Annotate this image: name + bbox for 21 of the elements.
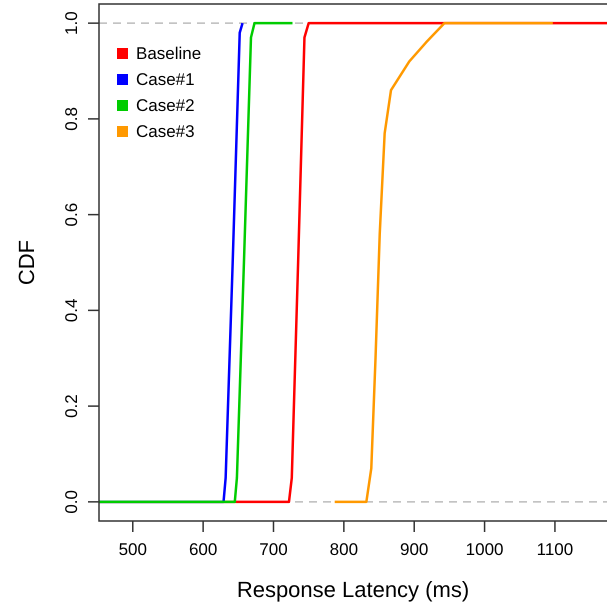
y-tick-label: 0.0 [62, 490, 81, 514]
legend-label: Baseline [136, 44, 202, 63]
y-tick-label: 0.2 [62, 394, 81, 418]
y-axis-title: CDF [14, 240, 39, 286]
legend-label: Case#1 [136, 70, 195, 89]
legend-label: Case#3 [136, 122, 195, 141]
legend-label: Case#2 [136, 96, 195, 115]
y-tick-label: 0.8 [62, 107, 81, 131]
x-tick-label: 600 [188, 540, 218, 559]
x-axis-title: Response Latency (ms) [236, 577, 470, 602]
y-tick-label: 0.4 [62, 298, 81, 322]
x-tick-label: 900 [400, 540, 428, 559]
x-tick-label: 1100 [536, 540, 574, 559]
x-tick-label: 800 [330, 540, 358, 559]
line-series [333, 22, 554, 504]
x-tick-label: 500 [118, 540, 147, 559]
x-tick-label: 700 [259, 540, 288, 559]
x-tick-label: 1000 [466, 540, 504, 559]
line-series [98, 22, 294, 504]
y-tick-label: 0.6 [62, 202, 81, 226]
y-tick-label: 1.0 [62, 11, 81, 35]
